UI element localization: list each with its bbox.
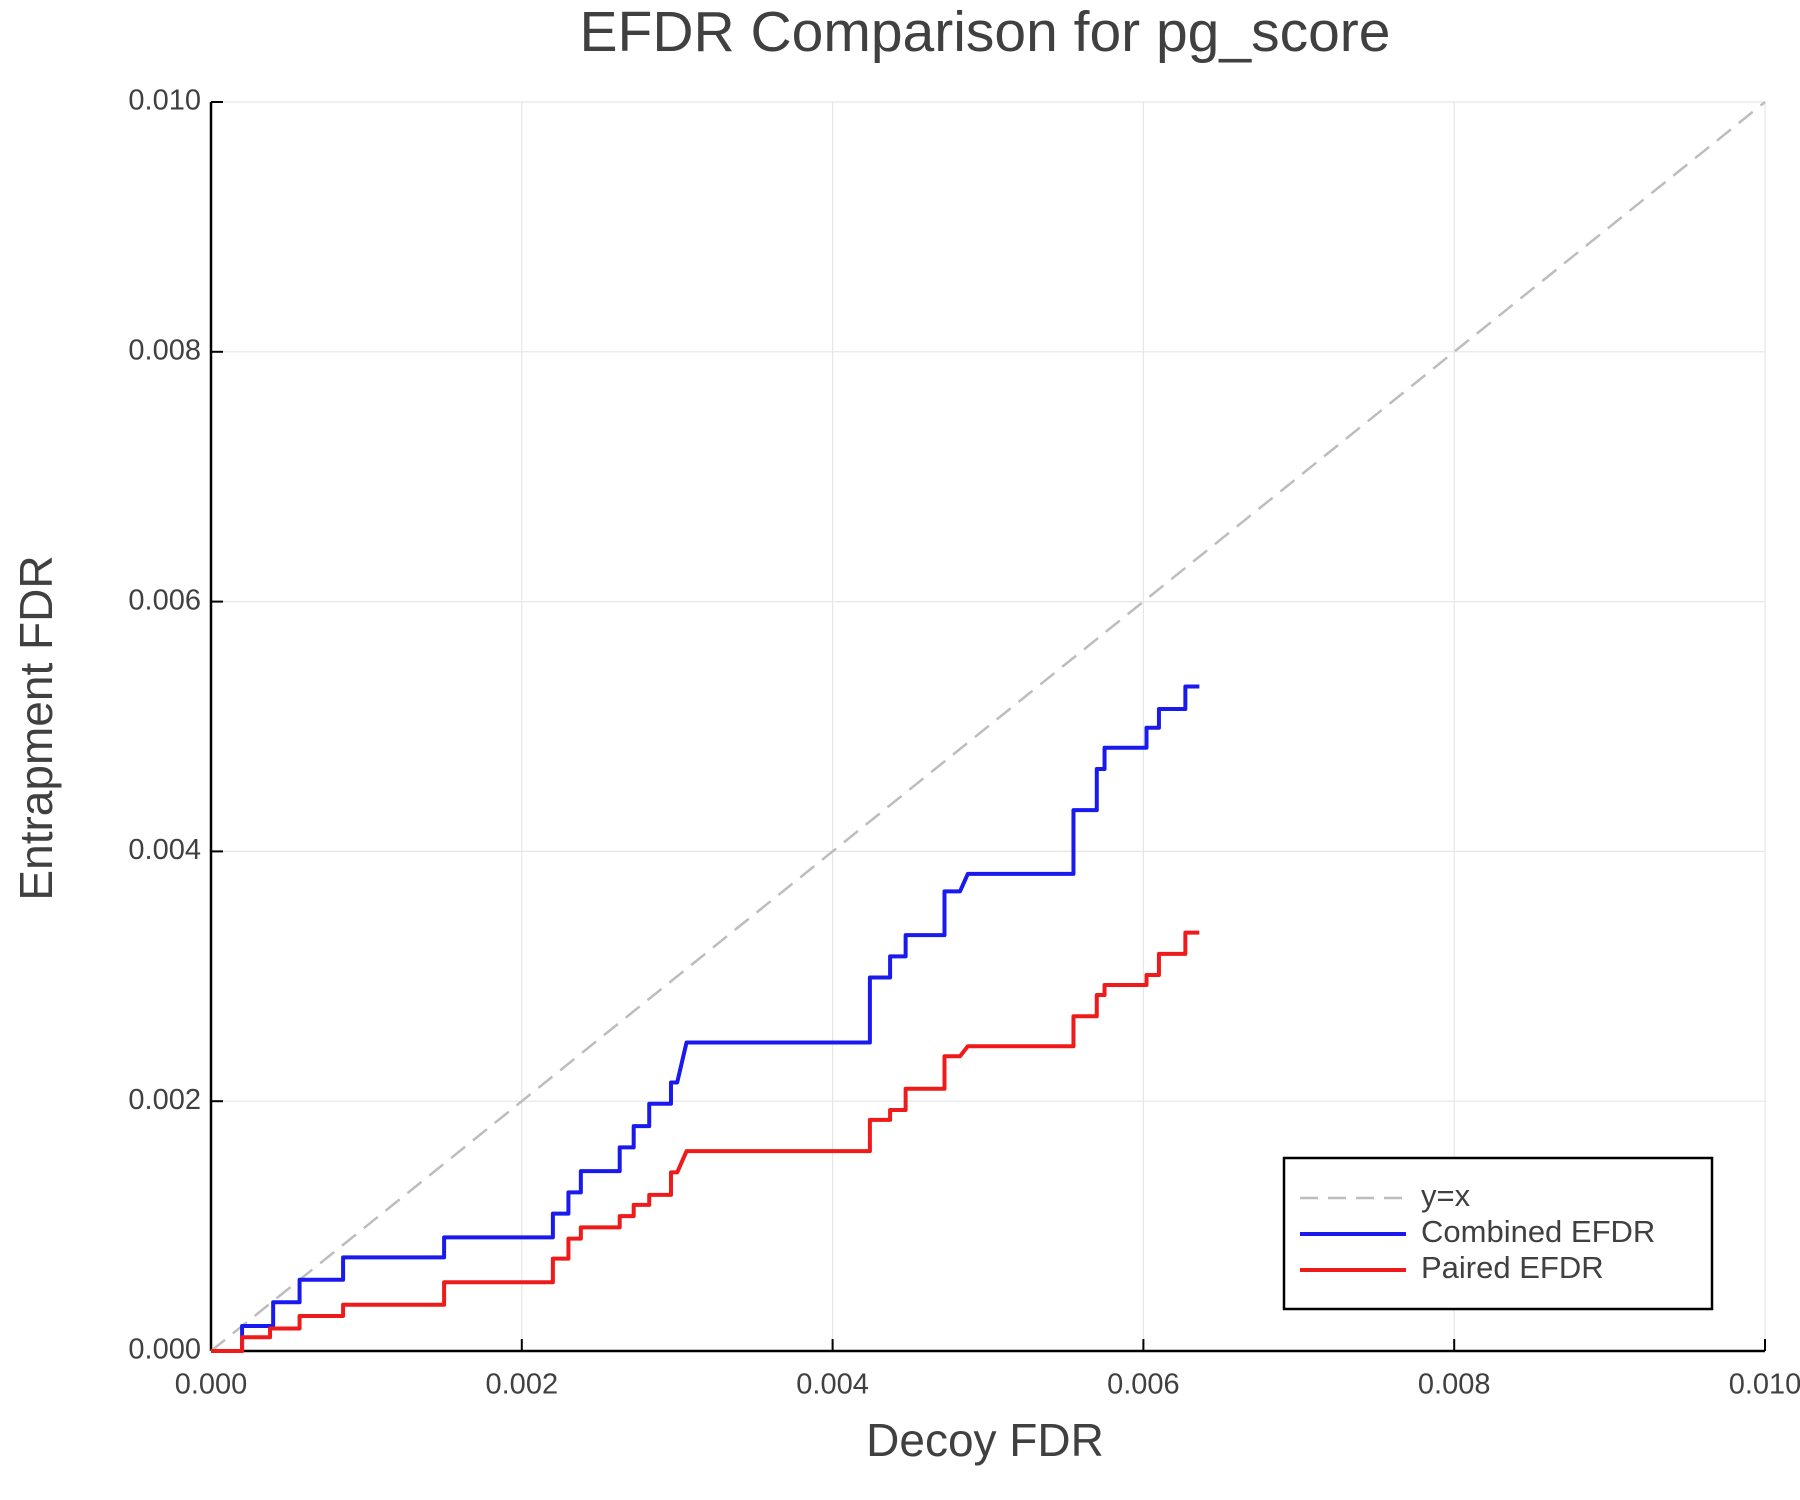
chart-title: EFDR Comparison for pg_score: [580, 0, 1391, 64]
y-tick-label: 0.008: [128, 334, 201, 366]
series-line: [211, 930, 1200, 1353]
legend-label: Paired EFDR: [1421, 1250, 1604, 1285]
y-axis-label: Entrapment FDR: [10, 555, 62, 900]
x-axis-label: Decoy FDR: [866, 1414, 1104, 1466]
series-line: [210, 101, 1766, 1352]
x-tick-label: 0.002: [486, 1369, 559, 1401]
x-tick-label: 0.006: [1107, 1369, 1180, 1401]
y-tick-label: 0.006: [128, 584, 201, 616]
x-tick-label: 0.004: [796, 1369, 869, 1401]
y-tick-label: 0.004: [128, 834, 201, 866]
y-tick-label: 0.000: [128, 1334, 201, 1366]
x-tick-label: 0.010: [1729, 1369, 1800, 1401]
legend-label: y=x: [1421, 1178, 1471, 1213]
x-tick-label: 0.000: [175, 1369, 248, 1401]
x-tick-label: 0.008: [1418, 1369, 1491, 1401]
y-tick-label: 0.002: [128, 1084, 201, 1116]
y-tick-label: 0.010: [128, 85, 201, 117]
series-line: [211, 684, 1200, 1353]
legend-label: Combined EFDR: [1421, 1214, 1655, 1249]
